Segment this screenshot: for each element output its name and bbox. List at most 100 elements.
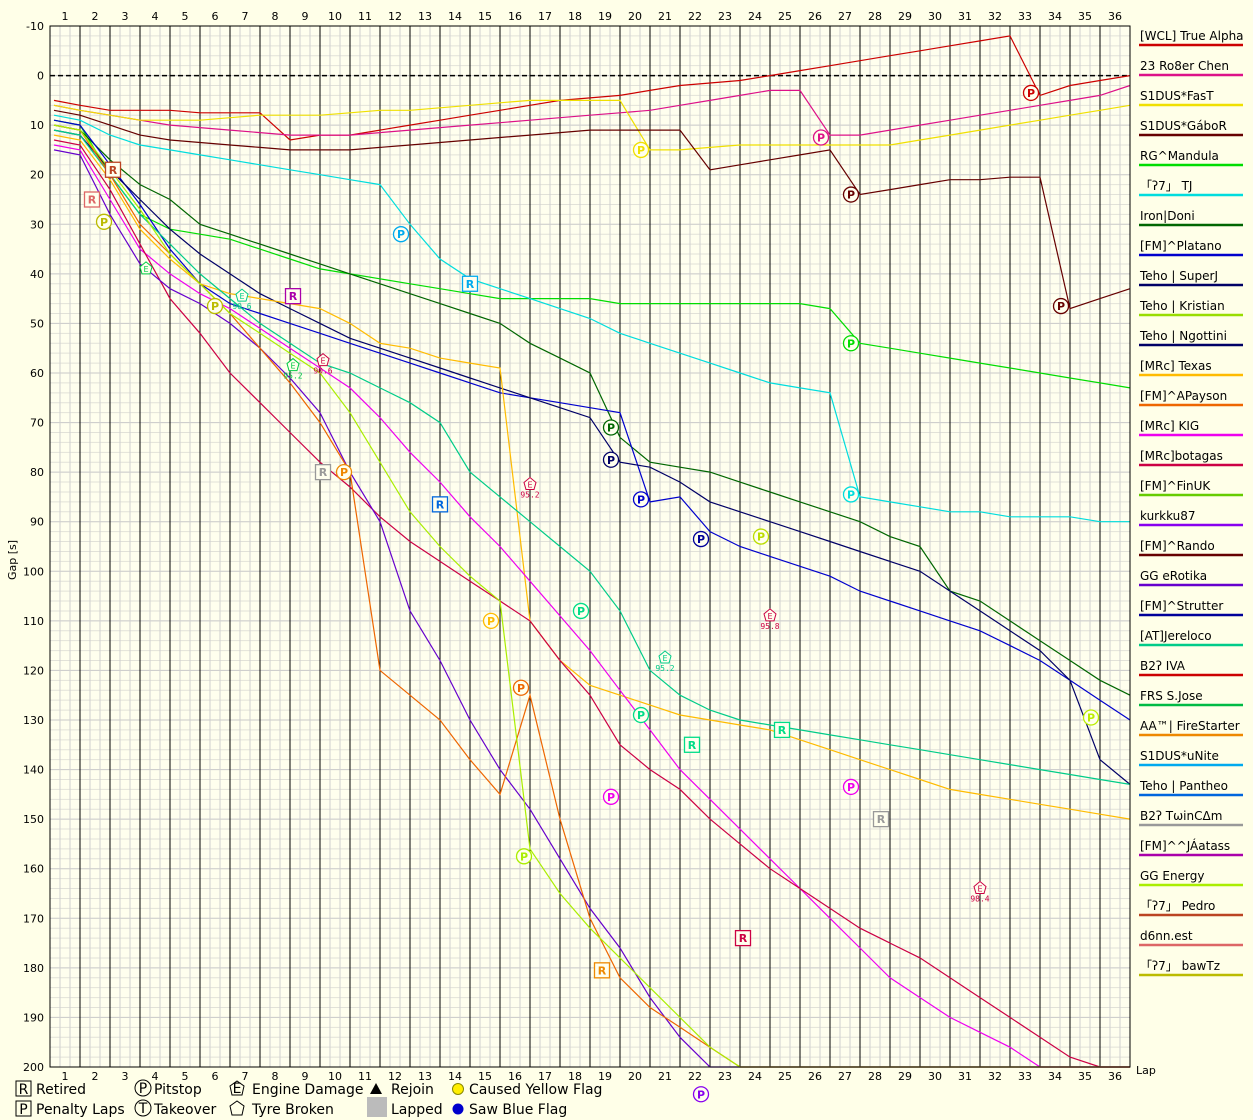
x-tick-label-top: 26 — [808, 10, 822, 23]
takeover-symbol: T — [138, 1101, 148, 1117]
x-tick-label-top: 3 — [122, 10, 129, 23]
grid — [50, 25, 1131, 1068]
legend-entry: S1DUS*GáboR — [1140, 119, 1227, 133]
rejoin-icon — [370, 1083, 382, 1094]
engine-damage-value: 90.6 — [313, 367, 332, 376]
marker-label: P — [817, 132, 825, 145]
retired-marker — [872, 810, 890, 828]
engine-damage-value: 95.2 — [283, 372, 302, 381]
legend-entry: Teho | Kristian — [1139, 299, 1225, 313]
marker-label: R — [688, 739, 697, 752]
x-tick-label-top: 24 — [748, 10, 762, 23]
pitstop-marker — [842, 486, 860, 503]
x-tick-label: 24 — [748, 1070, 762, 1083]
retired-marker — [773, 721, 791, 739]
marker-label: P — [607, 791, 615, 804]
retired-marker — [593, 962, 611, 979]
marker-label: P — [577, 605, 585, 618]
legend-entry: [MRc] KIG — [1140, 419, 1199, 433]
legend-entry: Teho | SuperJ — [1139, 269, 1218, 283]
legend-entry: 23 Ro8er Chen — [1140, 59, 1229, 73]
marker-label: P — [697, 1088, 705, 1101]
x-tick-label-top: 16 — [508, 10, 522, 23]
y-tick-label: 60 — [30, 367, 44, 380]
x-tick-label: 1 — [62, 1070, 69, 1083]
x-tick-label: 20 — [628, 1070, 642, 1083]
key-rejoin: Rejoin — [391, 1082, 434, 1098]
pitstop-marker — [1022, 84, 1040, 102]
legend-entry: d6nn.est — [1140, 929, 1193, 943]
marker-label: P — [847, 189, 855, 202]
key-pitstop: Pitstop — [154, 1082, 202, 1098]
x-tick-label-top: 6 — [212, 10, 219, 23]
x-tick-label-top: 8 — [272, 10, 279, 23]
series-line — [53, 119, 1131, 389]
x-tick-label-top: 27 — [838, 10, 852, 23]
x-tick-label: 4 — [152, 1070, 159, 1083]
pitstop-marker — [335, 463, 353, 481]
engine-marker-letter: E — [290, 362, 295, 371]
key-penalty: Penalty Laps — [36, 1102, 125, 1118]
marker-label: R — [436, 498, 445, 511]
legend-entry: kurkku87 — [1140, 509, 1196, 523]
x-tick-label-top: 33 — [1018, 10, 1032, 23]
pitstop-marker — [1052, 297, 1070, 315]
marker-label: R — [88, 194, 97, 207]
y-tick-label: 90 — [30, 516, 44, 529]
engine-marker-letter: E — [767, 612, 772, 621]
pitstop-marker — [482, 612, 500, 630]
series-line — [53, 134, 1131, 820]
x-tick-label-top: 31 — [958, 10, 972, 23]
engine-damage-marker — [316, 352, 330, 367]
x-tick-label-top: 10 — [328, 10, 342, 23]
pitstop-marker — [602, 419, 620, 436]
series-line — [53, 119, 1131, 721]
marker-label: P — [697, 533, 705, 546]
engine-damage-marker — [973, 880, 987, 895]
pitstop-icon — [134, 1079, 152, 1097]
x-tick-label: 36 — [1108, 1070, 1122, 1083]
x-tick-label: 13 — [418, 1070, 432, 1083]
retired-marker — [461, 275, 479, 292]
y-tick-label: 140 — [23, 764, 44, 777]
x-tick-label: 28 — [868, 1070, 882, 1083]
x-tick-label-top: 23 — [718, 10, 732, 23]
marker-label: P — [340, 466, 348, 479]
x-tick-label-top: 1 — [62, 10, 69, 23]
engine-marker-letter: E — [239, 292, 244, 301]
legend-entry: S1DUS*uNite — [1140, 749, 1219, 763]
y-tick-label: 120 — [23, 664, 44, 677]
x-tick-label-top: 21 — [658, 10, 672, 23]
legend-entry: B2ʔ TωinCΔm — [1140, 809, 1222, 823]
engine-damage-value: 95.2 — [520, 491, 539, 500]
pitstop-marker — [632, 141, 650, 159]
engine-marker-letter: E — [662, 654, 667, 663]
engine-damage-marker — [235, 288, 249, 302]
plot-frame — [49, 25, 1131, 1068]
x-tick-label-top: 18 — [568, 10, 582, 23]
pitstop-marker — [632, 491, 650, 508]
marker-label: R — [778, 724, 787, 737]
pitstop-marker — [632, 706, 650, 724]
engine-symbol: E — [233, 1081, 242, 1097]
engine-damage-marker — [763, 608, 777, 622]
legend-entry: GG Energy — [1140, 869, 1204, 883]
x-tick-label: 15 — [478, 1070, 492, 1083]
series-line — [53, 99, 1131, 151]
x-tick-label: 19 — [598, 1070, 612, 1083]
series-line — [53, 84, 1131, 136]
legend-entry: Teho | Ngottini — [1139, 329, 1227, 343]
key-yellow: Caused Yellow Flag — [469, 1082, 602, 1098]
marker-label: P — [1057, 300, 1065, 313]
x-tick-label: 9 — [302, 1070, 309, 1083]
x-tick-label-top: 28 — [868, 10, 882, 23]
marker-label: P — [607, 454, 615, 467]
x-tick-label: 8 — [272, 1070, 279, 1083]
pitstop-marker — [602, 788, 620, 805]
x-tick-label: 30 — [928, 1070, 942, 1083]
x-axis-label: Lap — [1136, 1064, 1156, 1077]
marker-label: R — [877, 813, 886, 826]
retired-symbol: R — [19, 1082, 29, 1098]
marker-label: P — [397, 228, 405, 241]
series-line — [53, 139, 1130, 1068]
